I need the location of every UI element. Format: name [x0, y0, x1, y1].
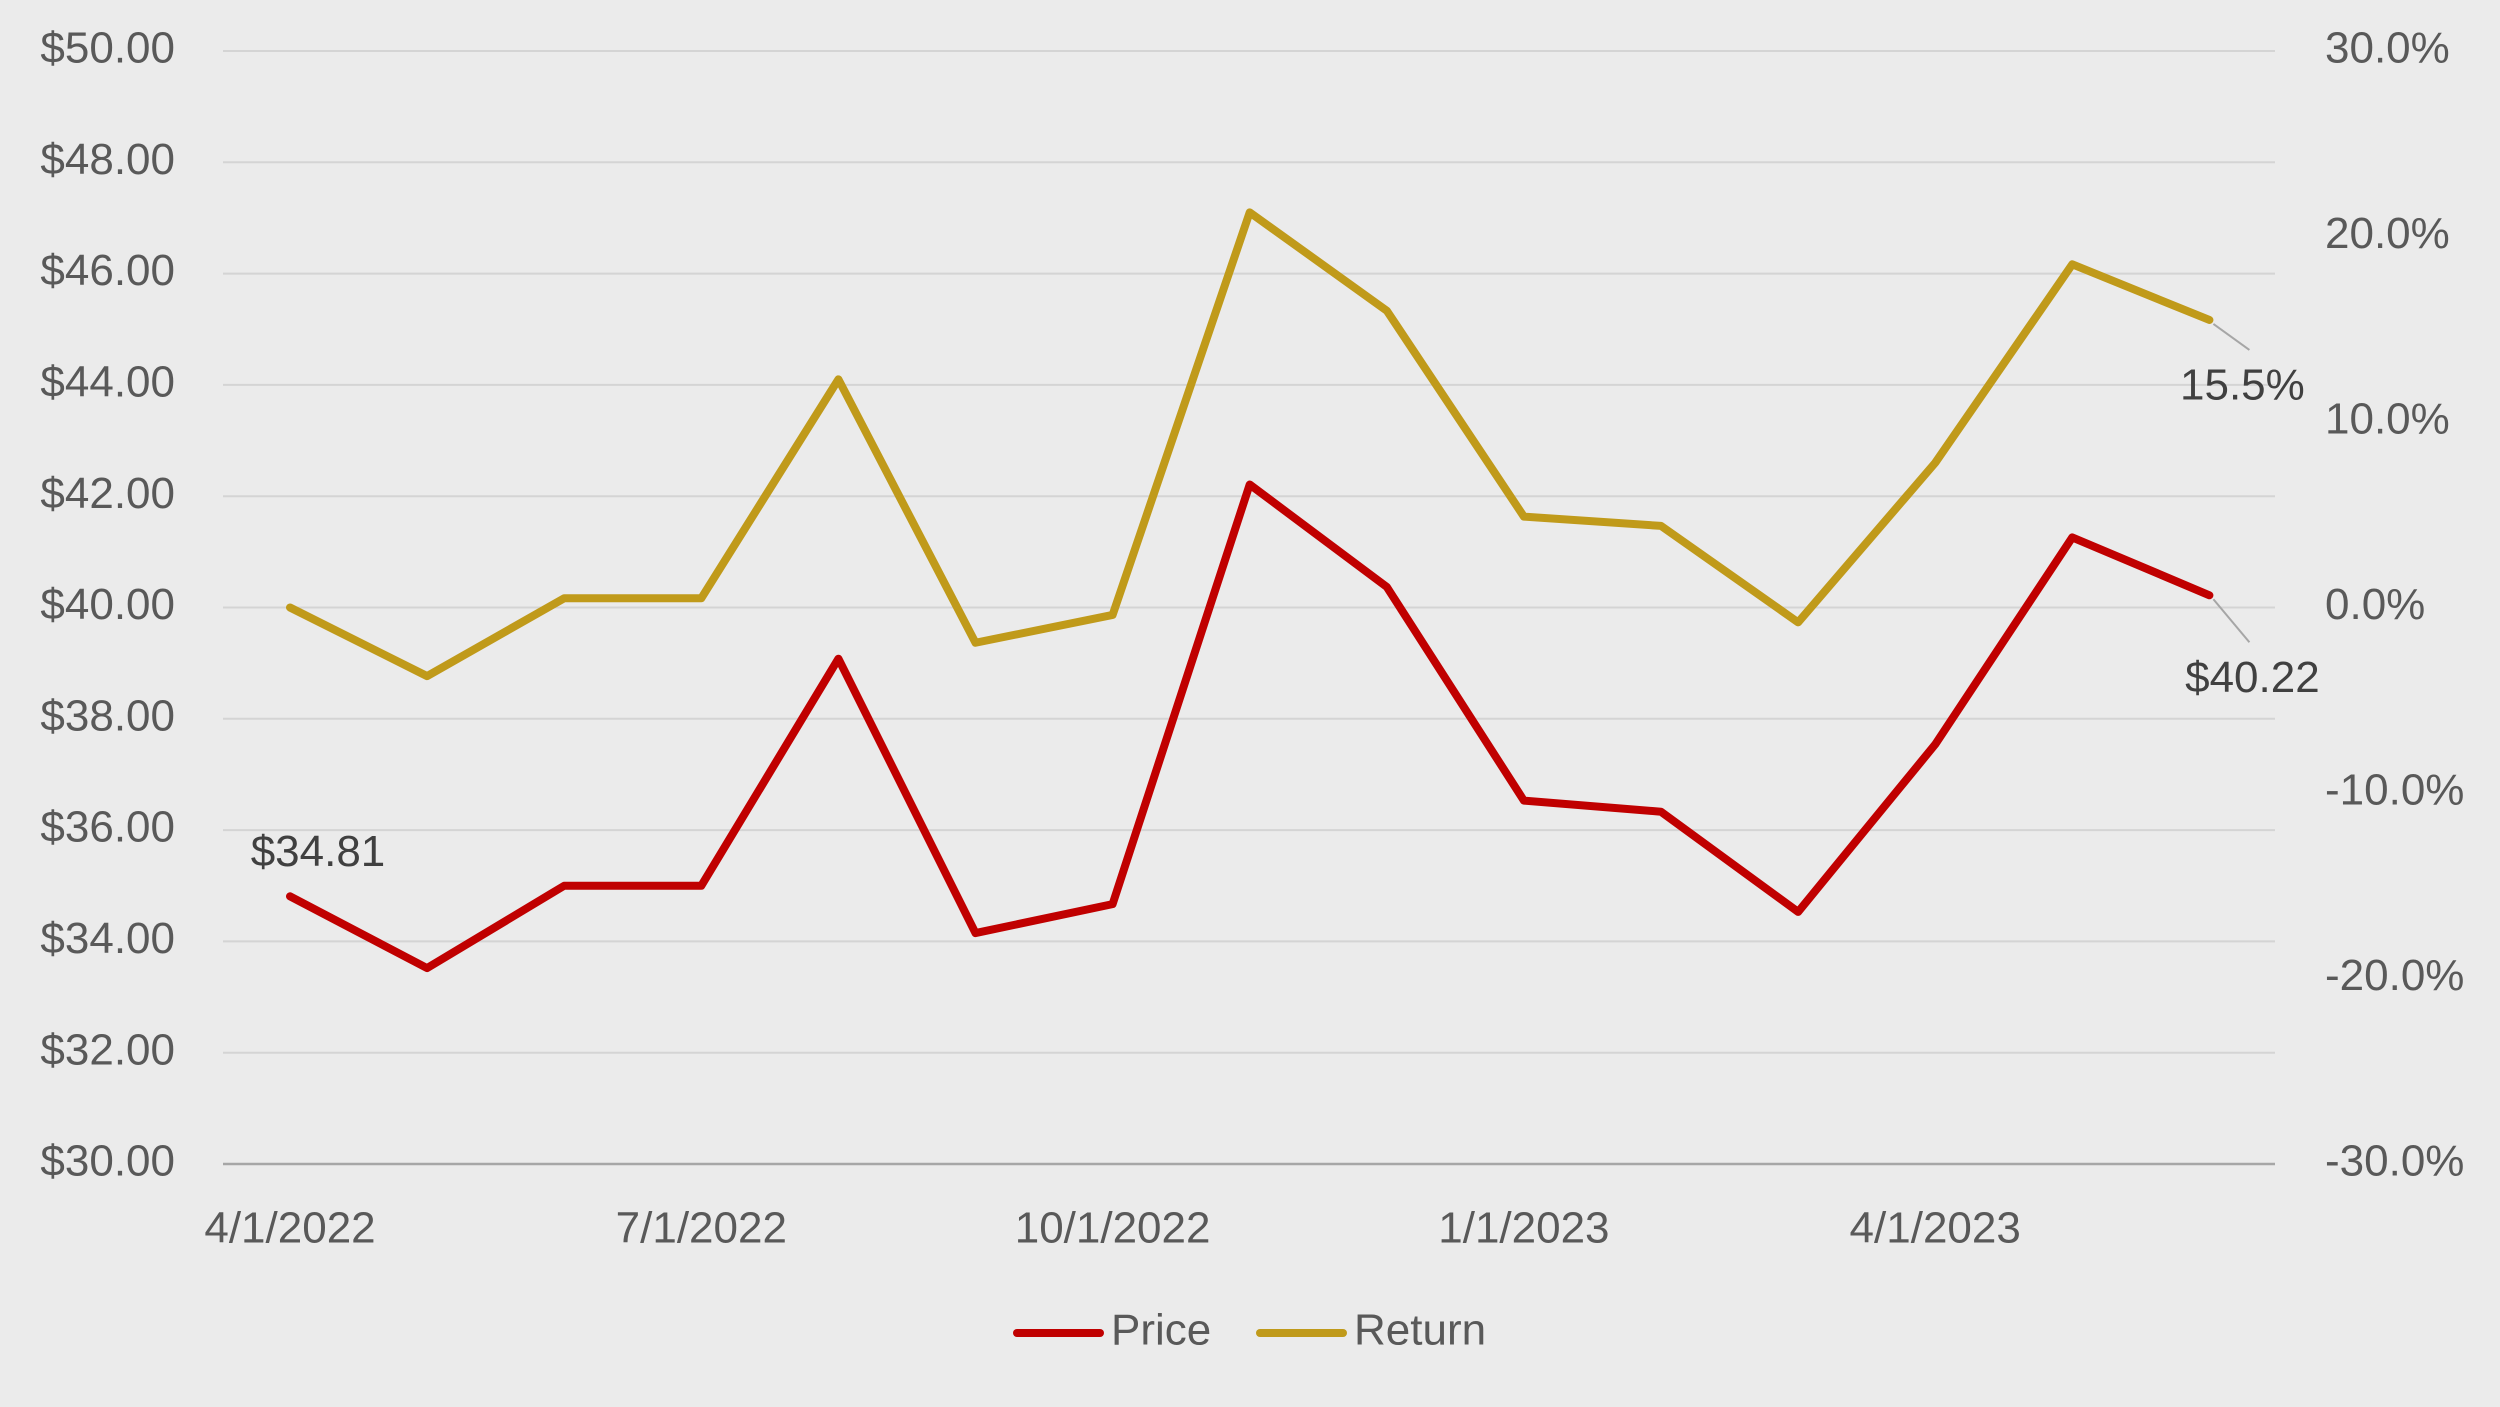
- y2-tick-label: 0.0%: [2325, 580, 2425, 629]
- y2-tick-label: 30.0%: [2325, 24, 2450, 73]
- x-tick-label: 4/1/2023: [1850, 1204, 2021, 1253]
- y2-tick-label: -20.0%: [2325, 951, 2464, 1000]
- y2-tick-label: -30.0%: [2325, 1137, 2464, 1186]
- data-label: $34.81: [251, 827, 386, 876]
- y2-tick-label: 10.0%: [2325, 395, 2450, 444]
- y-tick-label: $30.00: [40, 1137, 175, 1186]
- y-tick-label: $34.00: [40, 914, 175, 963]
- leader-line: [2212, 598, 2251, 643]
- y-tick-label: $46.00: [40, 246, 175, 295]
- legend-label: Return: [1354, 1306, 1486, 1355]
- y-tick-label: $32.00: [40, 1025, 175, 1074]
- y2-tick-label: 20.0%: [2325, 209, 2450, 258]
- legend-label: Price: [1111, 1306, 1211, 1355]
- y-tick-label: $44.00: [40, 358, 175, 407]
- data-label: 15.5%: [2180, 361, 2305, 410]
- x-tick-label: 7/1/2022: [616, 1204, 787, 1253]
- data-label: $40.22: [2185, 653, 2320, 702]
- x-tick-label: 1/1/2023: [1438, 1204, 1609, 1253]
- y2-tick-label: -10.0%: [2325, 766, 2464, 815]
- y-tick-label: $36.00: [40, 803, 175, 852]
- y-tick-label: $42.00: [40, 469, 175, 518]
- series-line: [286, 208, 2214, 681]
- leader-line: [2212, 323, 2250, 351]
- x-tick-label: 10/1/2022: [1015, 1204, 1211, 1253]
- y-tick-label: $50.00: [40, 24, 175, 73]
- y-tick-label: $40.00: [40, 580, 175, 629]
- y-tick-label: $48.00: [40, 135, 175, 184]
- x-tick-label: 4/1/2022: [204, 1204, 375, 1253]
- y-tick-label: $38.00: [40, 691, 175, 740]
- series-line: [286, 480, 2214, 973]
